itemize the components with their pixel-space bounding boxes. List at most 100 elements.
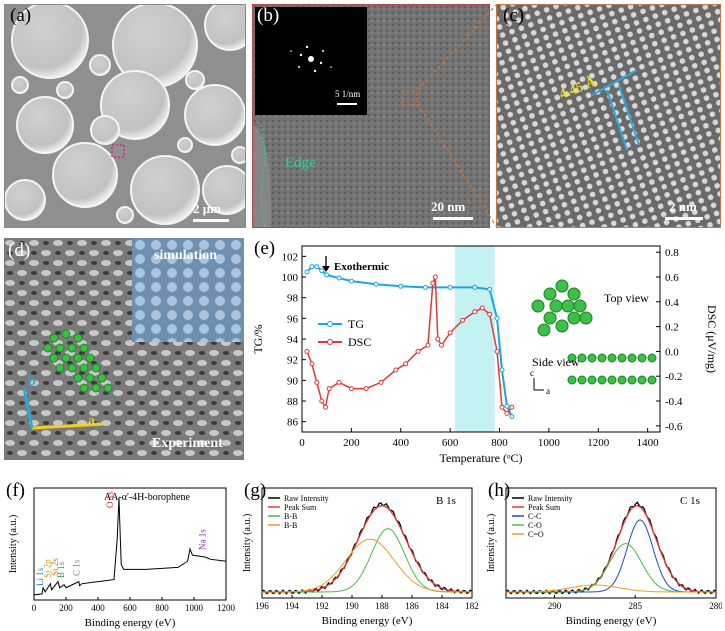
- atom: [607, 353, 617, 363]
- y-tick-label: 86: [287, 417, 299, 429]
- x-tick-label: 600: [442, 437, 459, 449]
- dsc-point: [432, 274, 438, 280]
- dsc-point: [348, 386, 354, 392]
- panel-h: 290 285 280 Binding energy (eV) Intensity (a…: [484, 480, 722, 630]
- y2-tick-label: 0.4: [665, 297, 679, 309]
- chart-title: C 1s: [680, 495, 700, 507]
- x-tick-label: 0: [299, 437, 305, 449]
- atom: [617, 375, 627, 385]
- y2-tick-label: -0.4: [665, 396, 683, 408]
- dsc-point: [393, 367, 399, 373]
- dsc-point: [309, 361, 315, 367]
- panel-label-e: (e): [254, 238, 276, 259]
- tg-point: [348, 278, 354, 284]
- tg-point: [314, 264, 320, 270]
- side-view-structure: [567, 353, 657, 385]
- atom: [607, 375, 617, 385]
- legend-label: Peak Sum: [284, 503, 317, 512]
- x-tick-label: 400: [91, 603, 105, 613]
- legend-marker-tg: [327, 321, 333, 327]
- panel-a: (a) 2 μm: [4, 4, 246, 228]
- inset-scale-text: 5 1/nm: [335, 89, 361, 99]
- atom: [531, 299, 545, 313]
- dsc-point: [363, 386, 369, 392]
- series-line-3: [262, 538, 472, 593]
- y-tick-label: 94: [287, 334, 299, 346]
- atom: [637, 353, 647, 363]
- y-tick-label: 98: [287, 293, 299, 305]
- atom: [597, 353, 607, 363]
- atom: [579, 311, 593, 325]
- dsc-point: [425, 342, 431, 348]
- atom: [587, 353, 597, 363]
- exothermic-arrowhead: [322, 266, 330, 272]
- y-tick-label: 92: [287, 355, 298, 367]
- peak-label-li1s: Li 1s: [35, 567, 45, 586]
- y-tick-label: 100: [282, 272, 299, 284]
- axis-a-label: a: [88, 414, 95, 429]
- x-tick-label: 188: [375, 601, 389, 611]
- dsc-point: [499, 404, 505, 410]
- y-tick-label: 90: [287, 375, 299, 387]
- panel-c: (c) 4.45 Å 2 nm: [496, 4, 721, 228]
- dsc-point: [314, 379, 320, 385]
- dsc-point: [459, 317, 465, 323]
- tg-point: [447, 284, 453, 290]
- tg-dsc-chart: 0 200 400 600 800 1000 1200 1400 86 88 90 92 94 96 98 1…: [251, 245, 719, 465]
- panel-b: 5 1/nm (b) Edge 20 nm: [252, 4, 490, 228]
- xps-survey-chart: 0 200 400 600 800 1000 1200 Binding energy (eV)…: [8, 487, 236, 629]
- x-axis-label: Binding energy (eV): [566, 615, 657, 627]
- x-tick-label: 200: [343, 437, 360, 449]
- scale-bar-c: [665, 217, 703, 220]
- y-axis-label: Intensity (a.u.): [486, 514, 497, 573]
- y2-tick-label: -0.2: [665, 371, 682, 383]
- x-tick-label: 285: [628, 601, 642, 611]
- y2-tick-label: 0.0: [665, 346, 679, 358]
- x-tick-label: 190: [345, 601, 359, 611]
- y2-tick-label: 0.6: [665, 272, 679, 284]
- tg-point: [494, 315, 500, 321]
- legend-marker-dsc: [327, 339, 333, 345]
- experiment-label: Experiment: [152, 436, 223, 451]
- atom: [567, 311, 581, 325]
- scale-text-a: 2 μm: [193, 201, 221, 216]
- series-line-0: [261, 502, 473, 595]
- y2-tick-label: 0.8: [665, 247, 679, 259]
- x-tick-label: 1200: [587, 437, 610, 449]
- panel-label-h: (h): [488, 480, 511, 501]
- atom: [577, 375, 587, 385]
- tg-point: [324, 272, 330, 278]
- axis-c-label: c: [530, 368, 534, 378]
- top-view-structure: [531, 279, 593, 337]
- atom: [555, 279, 569, 293]
- series-line-4: [506, 584, 716, 593]
- tg-point: [472, 284, 478, 290]
- atom: [597, 375, 607, 385]
- x-tick-label: 200: [59, 603, 73, 613]
- atom: [577, 353, 587, 363]
- x-tick-label: 600: [123, 603, 137, 613]
- y2-tick-label: 0.2: [665, 322, 679, 334]
- sem-image: [5, 5, 245, 227]
- dsc-point: [336, 379, 342, 385]
- dsc-point: [304, 348, 310, 354]
- legend-label: Raw Intensity: [528, 494, 573, 503]
- atom: [573, 299, 587, 313]
- dsc-point: [435, 336, 441, 342]
- dsc-point: [430, 280, 436, 286]
- tg-point: [504, 403, 510, 409]
- x-tick-label: 1000: [185, 603, 204, 613]
- legend-label: B-B: [284, 512, 297, 521]
- series-line-3: [506, 543, 716, 593]
- stm-image: [4, 238, 244, 460]
- atom: [549, 299, 563, 313]
- dsc-point: [479, 305, 485, 311]
- xps-b1s-chart: 196 194 192 190 188 186 184 182 Binding energy (…: [242, 487, 479, 627]
- x-tick-label: 182: [465, 601, 479, 611]
- atom: [537, 323, 551, 337]
- legend-label: Peak Sum: [528, 503, 561, 512]
- atom: [567, 287, 581, 301]
- y-tick-label: 102: [282, 251, 299, 263]
- scale-bar-b: [433, 217, 473, 220]
- atom: [647, 375, 657, 385]
